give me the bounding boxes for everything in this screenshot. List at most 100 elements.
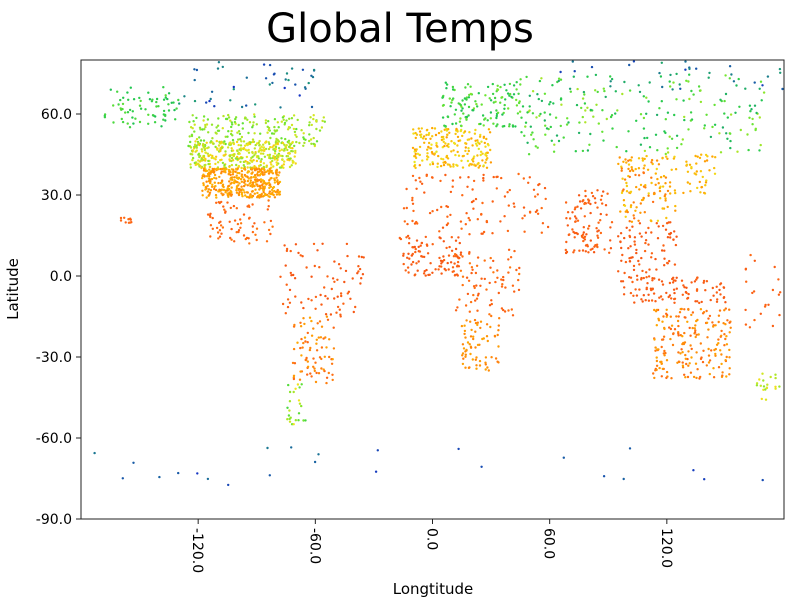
data-point bbox=[724, 307, 727, 310]
data-point bbox=[206, 477, 210, 481]
data-point bbox=[517, 172, 520, 176]
data-point bbox=[216, 161, 220, 164]
data-point bbox=[656, 237, 660, 240]
data-point bbox=[675, 235, 678, 238]
data-point bbox=[510, 308, 513, 311]
data-point bbox=[475, 144, 479, 147]
data-point bbox=[250, 160, 254, 163]
data-point bbox=[661, 157, 664, 160]
data-point bbox=[247, 177, 250, 180]
data-point bbox=[722, 286, 726, 289]
data-point bbox=[309, 138, 313, 141]
data-point bbox=[188, 135, 191, 138]
data-point bbox=[491, 82, 494, 86]
data-point bbox=[484, 368, 487, 371]
data-point bbox=[675, 98, 678, 101]
data-point bbox=[582, 231, 585, 234]
data-point bbox=[325, 376, 329, 379]
data-point bbox=[462, 357, 465, 360]
data-point bbox=[460, 128, 463, 132]
data-point bbox=[643, 149, 647, 153]
data-point bbox=[537, 183, 540, 187]
data-point bbox=[279, 106, 282, 109]
data-point bbox=[251, 155, 254, 158]
data-point bbox=[262, 152, 265, 155]
data-point bbox=[578, 121, 581, 124]
data-point bbox=[247, 148, 250, 152]
data-point bbox=[507, 309, 510, 312]
data-point bbox=[214, 188, 218, 192]
data-point bbox=[204, 157, 207, 161]
data-point bbox=[216, 67, 220, 70]
data-point bbox=[664, 152, 667, 156]
data-point bbox=[305, 356, 308, 360]
data-point bbox=[559, 97, 563, 100]
data-point bbox=[724, 92, 728, 96]
data-point bbox=[285, 283, 288, 286]
data-point bbox=[139, 107, 143, 110]
data-point bbox=[717, 338, 720, 341]
data-point bbox=[449, 213, 452, 217]
data-point bbox=[674, 209, 677, 212]
data-point bbox=[464, 86, 467, 89]
data-point bbox=[627, 130, 630, 133]
data-point bbox=[468, 343, 471, 346]
data-point bbox=[586, 75, 589, 78]
data-point bbox=[330, 287, 333, 291]
data-point bbox=[269, 219, 273, 223]
data-point bbox=[661, 367, 664, 371]
data-point bbox=[269, 157, 272, 160]
data-point bbox=[208, 191, 212, 194]
data-point bbox=[229, 99, 232, 102]
data-point bbox=[278, 171, 281, 174]
data-point bbox=[663, 249, 666, 252]
data-point bbox=[722, 296, 725, 300]
data-point bbox=[218, 140, 221, 144]
data-point bbox=[414, 250, 417, 254]
data-point bbox=[264, 193, 268, 197]
data-point bbox=[324, 294, 327, 298]
data-point bbox=[200, 166, 203, 170]
data-point bbox=[298, 378, 302, 381]
data-point bbox=[260, 178, 263, 182]
data-point bbox=[623, 236, 626, 240]
data-point bbox=[629, 276, 633, 279]
data-point bbox=[539, 112, 542, 116]
data-point bbox=[314, 307, 317, 310]
data-point bbox=[716, 298, 719, 301]
data-point bbox=[209, 181, 212, 185]
data-point bbox=[660, 375, 663, 378]
data-point bbox=[468, 251, 471, 254]
data-point bbox=[640, 256, 643, 260]
data-point bbox=[232, 142, 236, 146]
data-point bbox=[237, 229, 241, 232]
data-point bbox=[167, 103, 170, 106]
data-point bbox=[268, 167, 271, 170]
data-point bbox=[227, 194, 230, 197]
data-point bbox=[573, 215, 577, 218]
data-point bbox=[323, 286, 326, 289]
data-point bbox=[728, 373, 731, 376]
data-point bbox=[273, 158, 276, 161]
data-point bbox=[467, 105, 471, 109]
data-point bbox=[360, 277, 363, 280]
data-point bbox=[722, 322, 725, 325]
data-point bbox=[647, 226, 650, 230]
data-point bbox=[144, 108, 147, 111]
data-point bbox=[459, 117, 462, 120]
data-point bbox=[644, 184, 647, 187]
data-point bbox=[263, 155, 267, 158]
data-point bbox=[274, 143, 277, 146]
data-point bbox=[276, 121, 279, 124]
data-point bbox=[457, 236, 460, 239]
data-point bbox=[412, 132, 415, 135]
data-point bbox=[653, 308, 656, 312]
data-point bbox=[254, 103, 257, 106]
data-point bbox=[453, 274, 457, 277]
data-point bbox=[138, 96, 141, 100]
data-point bbox=[723, 333, 726, 336]
data-point bbox=[565, 123, 569, 126]
y-tick-label: 0.0 bbox=[50, 269, 72, 285]
data-point bbox=[287, 78, 290, 82]
data-point bbox=[729, 326, 732, 329]
